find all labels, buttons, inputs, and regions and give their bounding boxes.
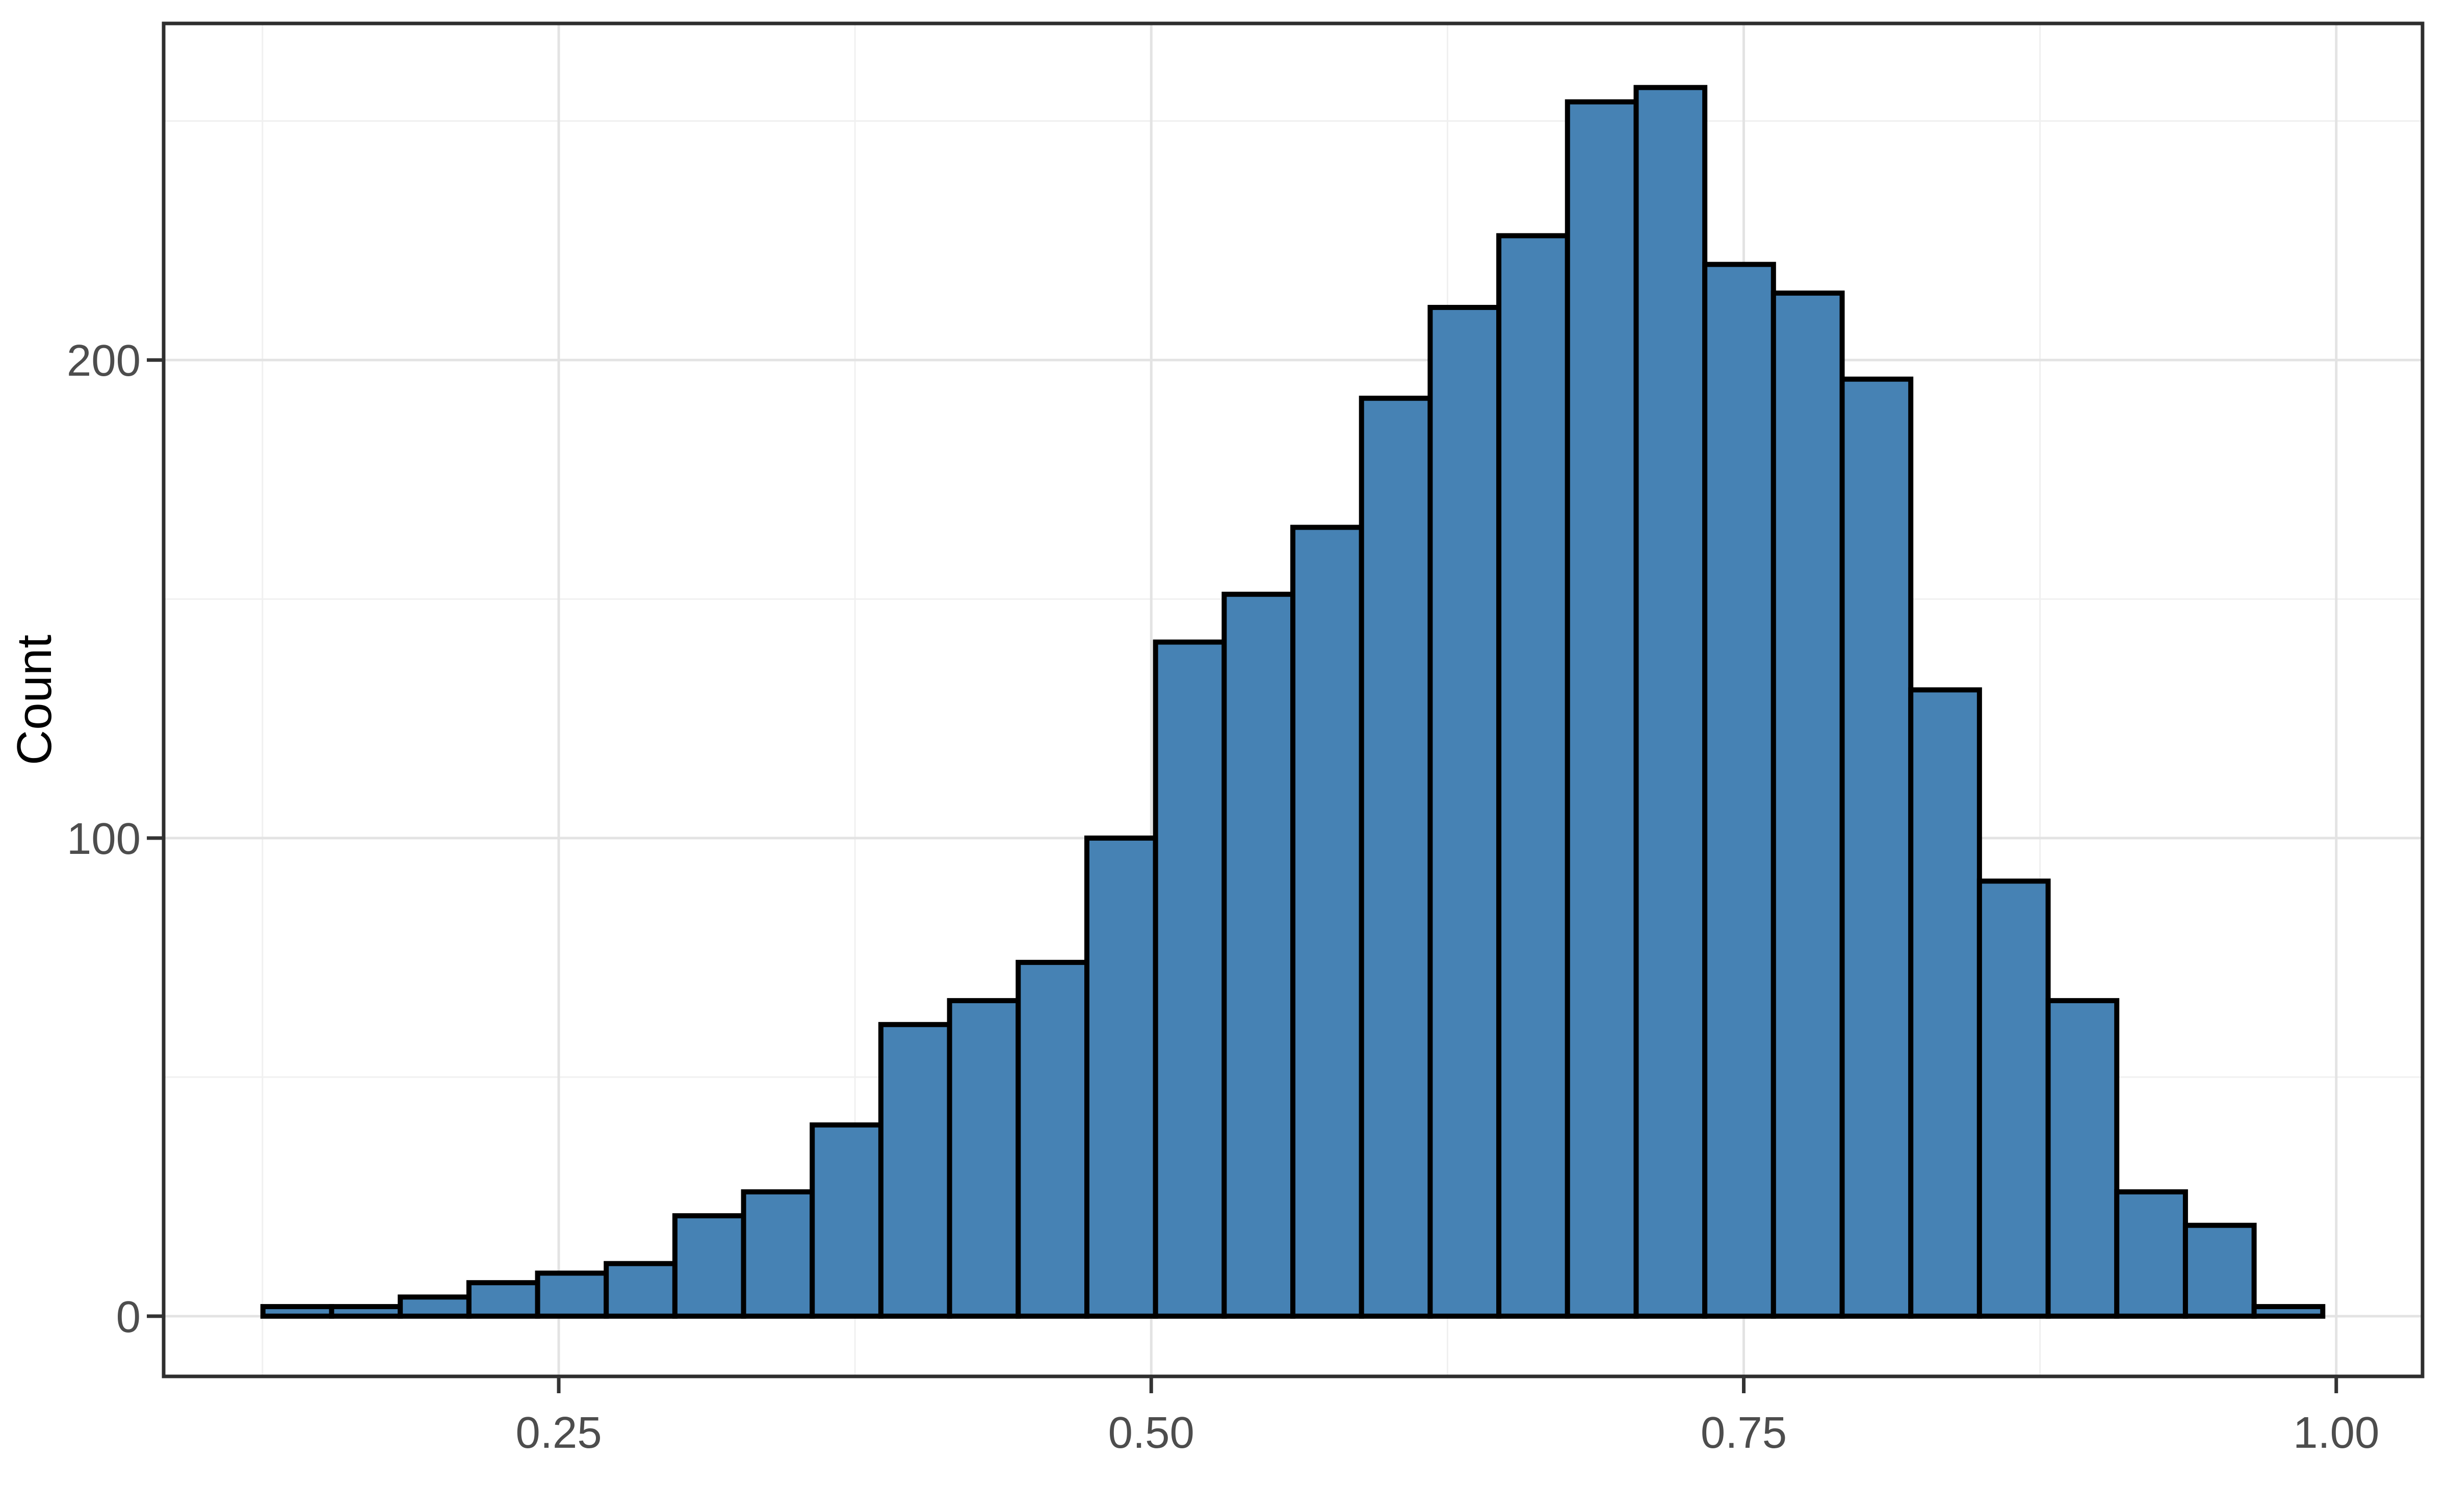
y-tick-label: 200 [67,336,141,385]
histogram-bar [1221,591,1296,1319]
y-axis-title: Count [7,635,62,765]
histogram-bar [1290,525,1364,1319]
histogram-bar [947,998,1021,1319]
x-tick-label: 0.75 [1701,1408,1787,1457]
histogram-bar [810,1122,883,1319]
histogram-bar [672,1213,746,1319]
x-tick-label: 1.00 [2293,1408,2379,1457]
histogram-bar [2114,1189,2188,1319]
histogram-bar [398,1294,472,1319]
histogram-bar [1084,836,1158,1319]
histogram-bar [535,1270,609,1319]
histogram-bar [2045,998,2120,1319]
y-tick-label: 0 [116,1292,141,1342]
histogram-bar [1702,262,1776,1319]
x-tick-label: 0.25 [515,1408,602,1457]
histogram-bar [1976,878,2051,1319]
histogram-bar [260,1304,334,1319]
y-tick-label: 100 [67,814,141,864]
panel-border [162,21,2425,1378]
histogram-bar [2182,1222,2257,1319]
histogram-bar [1908,687,1982,1319]
bars-layer [260,85,2326,1319]
histogram-bar [1359,396,1433,1319]
histogram-bar [2251,1304,2326,1319]
histogram-bar [1496,233,1570,1319]
histogram-bar [1016,959,1089,1319]
histogram-bar [741,1189,815,1319]
histogram-bar [878,1022,952,1319]
x-tick-label: 0.50 [1108,1408,1194,1457]
histogram-bar [604,1261,678,1319]
histogram-bar [1153,639,1227,1319]
histogram-bar [1839,376,1914,1319]
histogram-bar [1771,290,1845,1319]
histogram-bar [1565,99,1639,1319]
axis-tick-labels-layer: 0.25 0.50 0.75 1.00 0 100 200 [67,336,2380,1457]
histogram-bar [1633,85,1708,1319]
histogram-bar [1427,305,1502,1319]
histogram-bar [466,1280,540,1319]
histogram-bar [329,1304,403,1319]
axis-ticks-layer [147,358,2338,1393]
